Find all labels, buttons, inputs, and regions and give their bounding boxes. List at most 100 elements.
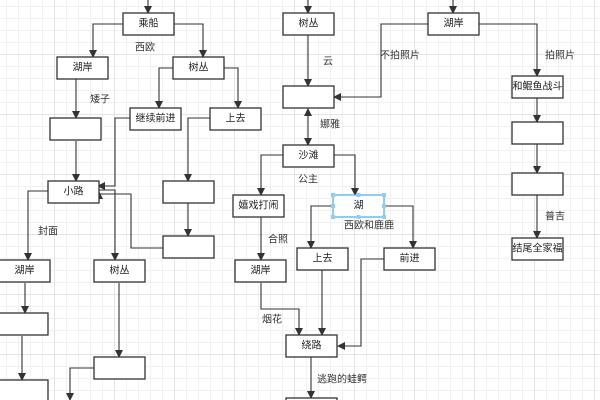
node-box[interactable]	[232, 194, 285, 218]
connector-arrow[interactable]	[479, 23, 541, 77]
flow-node[interactable]: 上去	[296, 247, 349, 271]
connector-arrow[interactable]	[24, 190, 48, 261]
flow-node[interactable]	[282, 85, 335, 109]
edge-label: 合照	[268, 233, 288, 246]
flow-node[interactable]	[0, 379, 49, 400]
flow-node[interactable]	[0, 312, 49, 336]
resize-handle[interactable]	[331, 204, 335, 208]
flow-node[interactable]	[511, 172, 564, 196]
edge-label: 拍照片	[545, 49, 575, 62]
node-box[interactable]	[296, 247, 349, 271]
connector-arrow[interactable]	[98, 189, 119, 261]
node-box[interactable]	[47, 180, 100, 204]
flow-node[interactable]: 树丛	[172, 56, 225, 80]
connector-arrow[interactable]	[173, 23, 207, 58]
flow-node[interactable]: 结尾全家福	[511, 237, 564, 261]
flow-node[interactable]: 树丛	[282, 12, 335, 36]
flow-node[interactable]	[49, 117, 102, 141]
connector-arrow[interactable]	[307, 205, 333, 249]
flow-node[interactable]: 绕路	[285, 334, 338, 358]
flow-node[interactable]: 和鲲鱼战斗	[511, 75, 564, 99]
node-box[interactable]	[122, 12, 175, 36]
node-box[interactable]	[511, 237, 564, 261]
flow-node[interactable]: 嬉戏打闹	[232, 194, 285, 218]
node-label: 湖	[354, 200, 364, 212]
resize-handle[interactable]	[331, 215, 335, 219]
node-box[interactable]	[172, 56, 225, 80]
flow-node[interactable]: 树丛	[93, 259, 146, 283]
flow-node[interactable]	[162, 235, 215, 259]
node-box[interactable]	[209, 107, 262, 131]
edge-label: 逃跑的蛙鳄	[317, 373, 367, 386]
node-box[interactable]	[511, 172, 564, 196]
flow-node[interactable]: 湖岸	[427, 12, 480, 36]
node-box[interactable]	[282, 144, 335, 168]
connector-arrow[interactable]	[337, 258, 384, 350]
node-box[interactable]	[129, 107, 182, 131]
node-box[interactable]	[56, 56, 109, 80]
node-box[interactable]	[282, 12, 335, 36]
node-label: 树丛	[299, 17, 319, 30]
flow-node[interactable]: 前进	[383, 247, 436, 271]
node-label: 湖岸	[444, 18, 464, 30]
flow-node[interactable]: 小路	[47, 180, 100, 204]
node-box[interactable]	[383, 247, 436, 271]
flow-node[interactable]: 继续前进	[129, 107, 182, 131]
flow-node[interactable]	[93, 356, 146, 380]
resize-handle[interactable]	[382, 204, 386, 208]
connector-arrow[interactable]	[333, 23, 428, 101]
node-box[interactable]	[511, 75, 564, 99]
connector-arrow[interactable]	[89, 23, 123, 58]
connector-arrow[interactable]	[66, 367, 94, 400]
resize-handle[interactable]	[356, 215, 361, 219]
flow-node[interactable]: 乘船	[122, 12, 175, 36]
node-box[interactable]	[93, 356, 146, 380]
resize-handle[interactable]	[356, 193, 361, 197]
flow-node[interactable]	[285, 397, 338, 400]
node-box[interactable]	[0, 379, 49, 400]
connector-arrow[interactable]	[224, 67, 242, 109]
node-label: 树丛	[110, 264, 130, 277]
flow-node[interactable]: 湖	[331, 193, 386, 219]
connector-arrow[interactable]	[257, 154, 283, 196]
flow-node[interactable]: 湖岸	[56, 56, 109, 80]
node-box[interactable]	[234, 259, 287, 283]
resize-handle[interactable]	[382, 193, 386, 197]
connector-arrow[interactable]	[155, 67, 173, 109]
edge-label: 封面	[38, 225, 58, 238]
connector-arrow[interactable]	[333, 154, 359, 196]
flow-node[interactable]	[511, 121, 564, 145]
node-label: 前进	[400, 252, 420, 265]
connector-arrow[interactable]	[184, 117, 210, 182]
flow-node[interactable]	[162, 180, 215, 204]
node-label: 上去	[226, 113, 246, 125]
flow-node[interactable]: 沙滩	[282, 144, 335, 168]
node-box[interactable]	[511, 121, 564, 145]
connector-arrow[interactable]	[97, 117, 130, 190]
node-box[interactable]	[49, 117, 102, 141]
connector-arrow[interactable]	[260, 283, 303, 336]
node-box[interactable]	[162, 180, 215, 204]
edge-label: 矮子	[90, 94, 110, 106]
node-label: 湖岸	[15, 265, 35, 277]
node-box[interactable]	[0, 312, 49, 336]
node-box[interactable]	[427, 12, 480, 36]
node-box[interactable]	[285, 334, 338, 358]
flow-node[interactable]: 湖岸	[0, 259, 51, 283]
node-box[interactable]	[93, 259, 146, 283]
flow-node[interactable]: 上去	[209, 107, 262, 131]
node-label: 湖岸	[251, 265, 271, 277]
node-box[interactable]	[162, 235, 215, 259]
node-box[interactable]	[285, 397, 338, 400]
node-label: 结尾全家福	[513, 242, 563, 255]
flow-node[interactable]: 湖岸	[234, 259, 287, 283]
node-box[interactable]	[282, 85, 335, 109]
connector-arrow[interactable]	[95, 191, 163, 249]
resize-handle[interactable]	[382, 215, 386, 219]
edge-label: 西欧和鹿鹿	[344, 219, 394, 232]
connector-arrow[interactable]	[384, 205, 417, 249]
resize-handle[interactable]	[331, 193, 335, 197]
node-box[interactable]	[0, 259, 51, 283]
node-label: 上去	[313, 253, 333, 265]
